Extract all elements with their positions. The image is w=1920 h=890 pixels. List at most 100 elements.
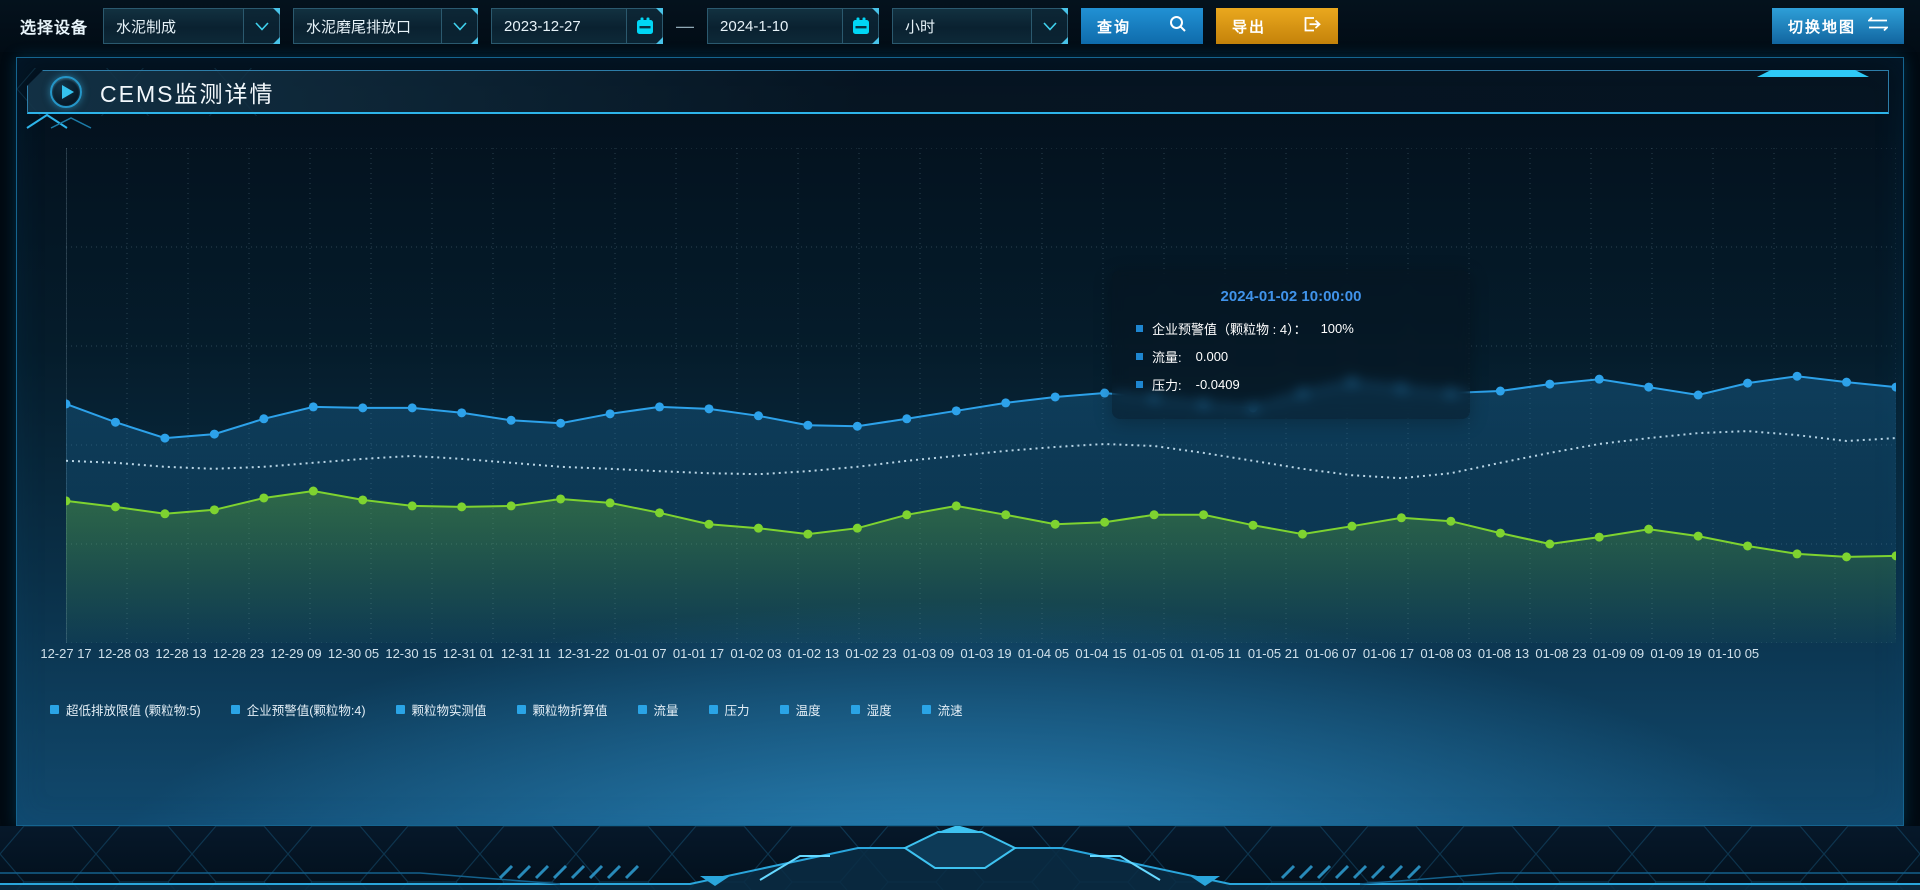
legend-item[interactable]: 企业预警值(颗粒物:4) [230, 700, 366, 719]
calendar-icon[interactable] [626, 9, 663, 43]
end-date-value: 2024-1-10 [720, 17, 789, 35]
legend-marker [395, 705, 405, 714]
legend-label: 企业预警值(颗粒物:4) [246, 704, 366, 718]
x-axis-label: 12-31 01 [442, 646, 495, 661]
panel-title: CEMS监测详情 [100, 80, 275, 107]
device-label: 选择设备 [20, 20, 89, 37]
x-axis-label: 01-08 13 [1477, 646, 1530, 661]
x-axis-label: 01-02 23 [845, 646, 897, 661]
x-axis-label: 12-27 17 [40, 646, 92, 661]
legend-marker [637, 705, 647, 714]
x-axis-label: 12-30 05 [327, 646, 380, 661]
x-axis-label: 01-01 17 [672, 646, 725, 661]
x-axis-label: 12-30 15 [385, 646, 437, 661]
legend-label: 温度 [795, 704, 821, 718]
legend-item[interactable]: 流速 [921, 700, 963, 719]
x-axis-label: 01-01 07 [615, 646, 667, 661]
legend-marker [230, 705, 240, 714]
x-axis-label: 12-31 11 [500, 646, 552, 661]
x-axis-label: 01-06 17 [1362, 646, 1415, 661]
tooltip-label: 压力: [1152, 378, 1182, 393]
export-icon [1303, 16, 1322, 37]
chevron-down-icon[interactable] [243, 9, 280, 43]
tooltip-value: -0.0409 [1195, 377, 1240, 392]
x-axis-label: 01-10 05 [1707, 646, 1760, 661]
chart-legend: 超低排放限值 (颗粒物:5) 企业预警值(颗粒物:4) 颗粒物实测值 颗粒物折算值 流量… [50, 700, 963, 719]
legend-item[interactable]: 温度 [779, 700, 821, 719]
legend-label: 压力 [724, 704, 750, 718]
device-select[interactable]: 水泥制成 [103, 8, 281, 44]
legend-item[interactable]: 压力 [708, 700, 750, 719]
legend-item[interactable]: 颗粒物实测值 [395, 700, 487, 719]
legend-item[interactable]: 湿度 [850, 700, 892, 719]
query-button-label: 查询 [1097, 18, 1132, 36]
legend-marker [708, 705, 718, 714]
chevron-down-icon[interactable] [1031, 9, 1068, 43]
x-axis-label: 01-04 15 [1075, 646, 1127, 661]
x-axis-label: 01-09 09 [1592, 646, 1645, 661]
tooltip-value: 100% [1320, 321, 1354, 336]
x-axis-label: 12-31-22 [557, 646, 610, 661]
x-axis-labels: 12-27 17 12-28 03 12-28 13 12-28 23 12-29 09… [17, 646, 1905, 664]
interval-select[interactable]: 小时 [892, 8, 1069, 44]
tooltip-label: 企业预警值（颗粒物 : 4）： [1152, 322, 1307, 337]
cems-detail-panel: CEMS监测详情 12-27 17 12-28 03 12-28 13 12-28 2… [16, 57, 1904, 826]
chevron-down-icon[interactable] [441, 9, 478, 43]
x-axis-label: 01-09 19 [1650, 646, 1702, 661]
x-axis-label: 01-05 21 [1247, 646, 1300, 661]
legend-marker [779, 705, 789, 714]
export-button-label: 导出 [1232, 18, 1267, 36]
outlet-select[interactable]: 水泥磨尾排放口 [293, 8, 479, 44]
switch-map-button-label: 切换地图 [1788, 18, 1857, 36]
toolbar: 选择设备 水泥制成 水泥磨尾排放口 2023-12-27 — 2024-1-10 [0, 0, 1920, 52]
tooltip-item: 企业预警值（颗粒物 : 4）： 100% [1136, 319, 1446, 338]
legend-label: 流量 [653, 704, 679, 718]
x-axis-label: 01-08 03 [1420, 646, 1472, 661]
x-axis-label: 12-28 13 [155, 646, 207, 661]
x-axis-label: 01-02 13 [787, 646, 840, 661]
header-corner-ornament [26, 113, 92, 129]
export-button[interactable]: 导出 [1216, 8, 1339, 44]
x-axis-label: 01-02 03 [730, 646, 782, 661]
switch-map-button[interactable]: 切换地图 [1772, 8, 1904, 44]
tooltip-marker [1136, 381, 1143, 388]
query-button[interactable]: 查询 [1081, 8, 1204, 44]
search-icon [1169, 15, 1187, 37]
tooltip-label: 流量: [1152, 350, 1182, 365]
legend-marker [516, 705, 526, 714]
x-axis-label: 01-06 07 [1305, 646, 1357, 661]
legend-item[interactable]: 超低排放限值 (颗粒物:5) [50, 700, 201, 719]
start-date-picker[interactable]: 2023-12-27 [491, 8, 664, 44]
panel-header: CEMS监测详情 [27, 70, 1889, 114]
date-range-separator: — [676, 15, 695, 36]
legend-item[interactable]: 流量 [637, 700, 679, 719]
x-axis-label: 12-28 23 [212, 646, 265, 661]
play-icon[interactable] [50, 75, 82, 108]
x-axis-label: 01-05 01 [1132, 646, 1185, 661]
legend-label: 颗粒物实测值 [411, 704, 487, 718]
legend-marker [850, 705, 860, 714]
x-axis-label: 12-28 03 [97, 646, 150, 661]
x-axis-label: 01-08 23 [1535, 646, 1587, 661]
footer-ornament [0, 826, 1920, 890]
swap-arrows-icon [1866, 16, 1890, 36]
legend-label: 湿度 [866, 704, 892, 718]
legend-item[interactable]: 颗粒物折算值 [516, 700, 608, 719]
legend-label: 颗粒物折算值 [532, 704, 608, 718]
x-axis-label: 01-03 19 [960, 646, 1012, 661]
header-accent-bar [1757, 70, 1869, 77]
legend-marker [50, 705, 59, 714]
interval-select-value: 小时 [905, 18, 936, 36]
legend-label: 超低排放限值 (颗粒物:5) [66, 704, 201, 718]
start-date-value: 2023-12-27 [504, 17, 581, 35]
x-axis-label: 01-05 11 [1190, 646, 1242, 661]
chart-plot-area[interactable] [61, 147, 1901, 644]
legend-marker [921, 705, 931, 714]
chart-tooltip: 2024-01-02 10:00:00 企业预警值（颗粒物 : 4）： 100% 流… [1112, 270, 1470, 419]
outlet-select-value: 水泥磨尾排放口 [306, 18, 412, 36]
calendar-icon[interactable] [842, 9, 879, 43]
legend-label: 流速 [937, 704, 963, 718]
end-date-picker[interactable]: 2024-1-10 [707, 8, 880, 44]
x-axis-label: 01-03 09 [902, 646, 955, 661]
tooltip-item: 流量: 0.000 [1136, 347, 1446, 366]
